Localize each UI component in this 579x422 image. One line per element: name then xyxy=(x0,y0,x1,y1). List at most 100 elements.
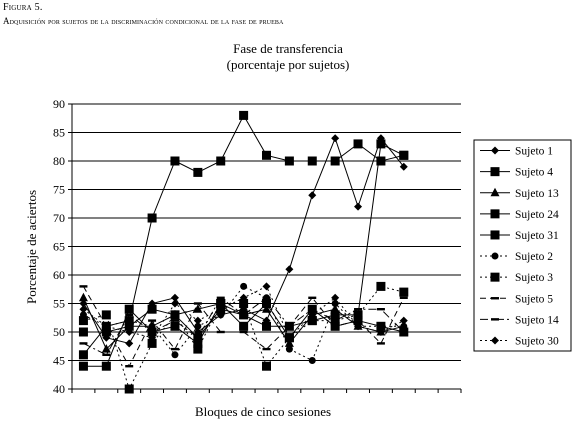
y-tick-label: 90 xyxy=(53,97,65,111)
data-point xyxy=(307,156,317,166)
data-point xyxy=(354,308,363,311)
data-point xyxy=(330,310,340,320)
series-layer xyxy=(78,110,409,394)
legend-label: Sujeto 14 xyxy=(515,314,559,326)
data-point xyxy=(148,333,157,342)
data-point xyxy=(284,156,294,166)
y-tick-label: 50 xyxy=(53,325,65,339)
y-tick-label: 60 xyxy=(53,268,65,282)
series-sujeto-14 xyxy=(79,296,408,356)
data-point xyxy=(216,305,225,314)
y-tick-label: 40 xyxy=(53,382,65,396)
y-tick-label: 45 xyxy=(53,354,65,368)
x-axis-label: Bloques de cinco sesiones xyxy=(195,404,331,419)
data-point xyxy=(308,308,317,311)
figure-label: Figura 5. xyxy=(3,2,43,13)
data-point xyxy=(170,156,180,166)
data-point xyxy=(216,296,225,299)
data-point xyxy=(399,330,408,334)
data-point xyxy=(79,305,88,314)
data-point xyxy=(101,361,111,371)
data-point xyxy=(354,322,363,331)
data-point xyxy=(239,313,248,317)
data-point xyxy=(308,296,317,299)
data-point xyxy=(193,344,203,354)
chart-subtitle: (porcentaje por sujetos) xyxy=(227,57,350,72)
data-point xyxy=(101,310,111,320)
y-tick-label: 70 xyxy=(53,211,65,225)
data-point xyxy=(101,344,111,353)
data-point xyxy=(216,299,226,308)
data-point xyxy=(170,299,179,308)
data-point xyxy=(193,336,202,339)
legend-item: Sujeto 3 xyxy=(480,272,553,284)
data-point xyxy=(78,327,88,337)
data-point xyxy=(78,316,88,326)
data-point xyxy=(171,351,179,359)
legend: Sujeto 1 Sujeto 4 Sujeto 13 Sujeto 24 Sujeto… xyxy=(473,139,572,352)
data-point xyxy=(354,319,363,322)
legend-swatch-marker xyxy=(490,230,500,240)
legend-swatch-marker xyxy=(491,146,499,155)
data-point xyxy=(125,365,134,368)
data-point xyxy=(399,296,408,299)
series-sujeto-30 xyxy=(79,282,408,342)
data-point xyxy=(78,350,88,360)
data-point xyxy=(399,287,409,297)
legend-label: Sujeto 5 xyxy=(515,293,553,305)
data-point xyxy=(193,338,203,348)
data-point xyxy=(308,357,316,364)
data-point xyxy=(331,300,339,307)
legend-label: Sujeto 24 xyxy=(515,209,559,221)
data-point xyxy=(308,310,317,319)
legend-label: Sujeto 2 xyxy=(515,251,553,263)
data-point xyxy=(147,304,157,314)
data-point xyxy=(308,191,317,200)
data-point xyxy=(353,310,363,320)
data-point xyxy=(399,162,408,171)
data-point xyxy=(262,321,271,331)
data-point xyxy=(216,330,225,334)
data-point xyxy=(284,338,294,347)
data-point xyxy=(285,333,294,342)
data-point xyxy=(102,322,111,331)
legend-label: Sujeto 31 xyxy=(515,230,559,242)
data-point xyxy=(262,347,271,351)
data-point xyxy=(331,134,340,143)
legend-label: Sujeto 3 xyxy=(515,272,553,284)
data-point xyxy=(78,361,88,371)
data-point xyxy=(239,299,249,308)
data-point xyxy=(239,293,248,302)
data-point xyxy=(376,342,385,345)
figure-caption: Adquisición por sujetos de la discrimina… xyxy=(3,16,284,26)
data-point xyxy=(78,292,88,302)
legend-swatch-marker xyxy=(490,187,500,197)
data-point xyxy=(101,327,111,337)
data-point xyxy=(125,313,134,317)
data-point xyxy=(262,299,271,308)
data-point xyxy=(148,319,157,322)
y-tick-label: 85 xyxy=(53,126,65,140)
data-point xyxy=(170,319,179,322)
legend-item: Sujeto 5 xyxy=(480,293,553,305)
data-point xyxy=(148,322,156,330)
legend-label: Sujeto 30 xyxy=(515,335,559,347)
data-point xyxy=(376,139,386,149)
data-point xyxy=(170,310,180,320)
legend-label: Sujeto 1 xyxy=(515,146,553,158)
data-point xyxy=(125,317,133,325)
data-point xyxy=(399,316,408,325)
data-point xyxy=(170,347,179,351)
legend-item: Sujeto 24 xyxy=(480,209,559,221)
data-point xyxy=(376,308,385,311)
data-point xyxy=(193,304,203,313)
data-point xyxy=(240,282,248,290)
data-point xyxy=(239,110,249,120)
data-point xyxy=(400,322,408,330)
data-point xyxy=(217,311,225,319)
legend-item: Sujeto 1 xyxy=(480,146,553,158)
data-point xyxy=(353,139,363,149)
legend-item: Sujeto 14 xyxy=(480,314,559,326)
data-point xyxy=(354,202,363,211)
